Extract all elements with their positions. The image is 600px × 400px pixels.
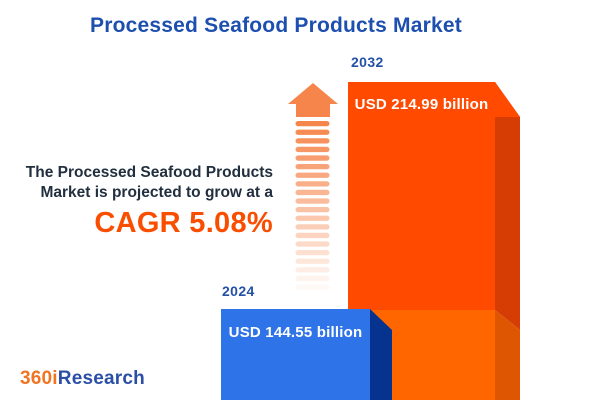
growth-arrow-icon — [288, 83, 338, 290]
logo-part-360i: 360i — [20, 368, 58, 389]
chart-title: Processed Seafood Products Market — [90, 14, 462, 37]
cagr-value: CAGR 5.08% — [94, 207, 273, 239]
projection-line-2: Market is projected to grow at a — [40, 184, 273, 201]
arrow-stripes — [295, 121, 330, 290]
bar-2024 — [221, 309, 392, 400]
projection-text-block: The Processed Seafood Products Market is… — [26, 163, 273, 240]
logo-part-research: Research — [57, 368, 145, 389]
brand-logo: 360iResearch — [20, 368, 145, 390]
year-label-2024: 2024 — [222, 283, 255, 299]
arrow-head — [288, 83, 338, 117]
bar-value-2032: USD 214.99 billion — [354, 96, 489, 113]
projection-line-1: The Processed Seafood Products — [25, 164, 273, 181]
year-label-2032: 2032 — [351, 54, 384, 70]
bar-value-2024: USD 144.55 billion — [228, 324, 363, 341]
